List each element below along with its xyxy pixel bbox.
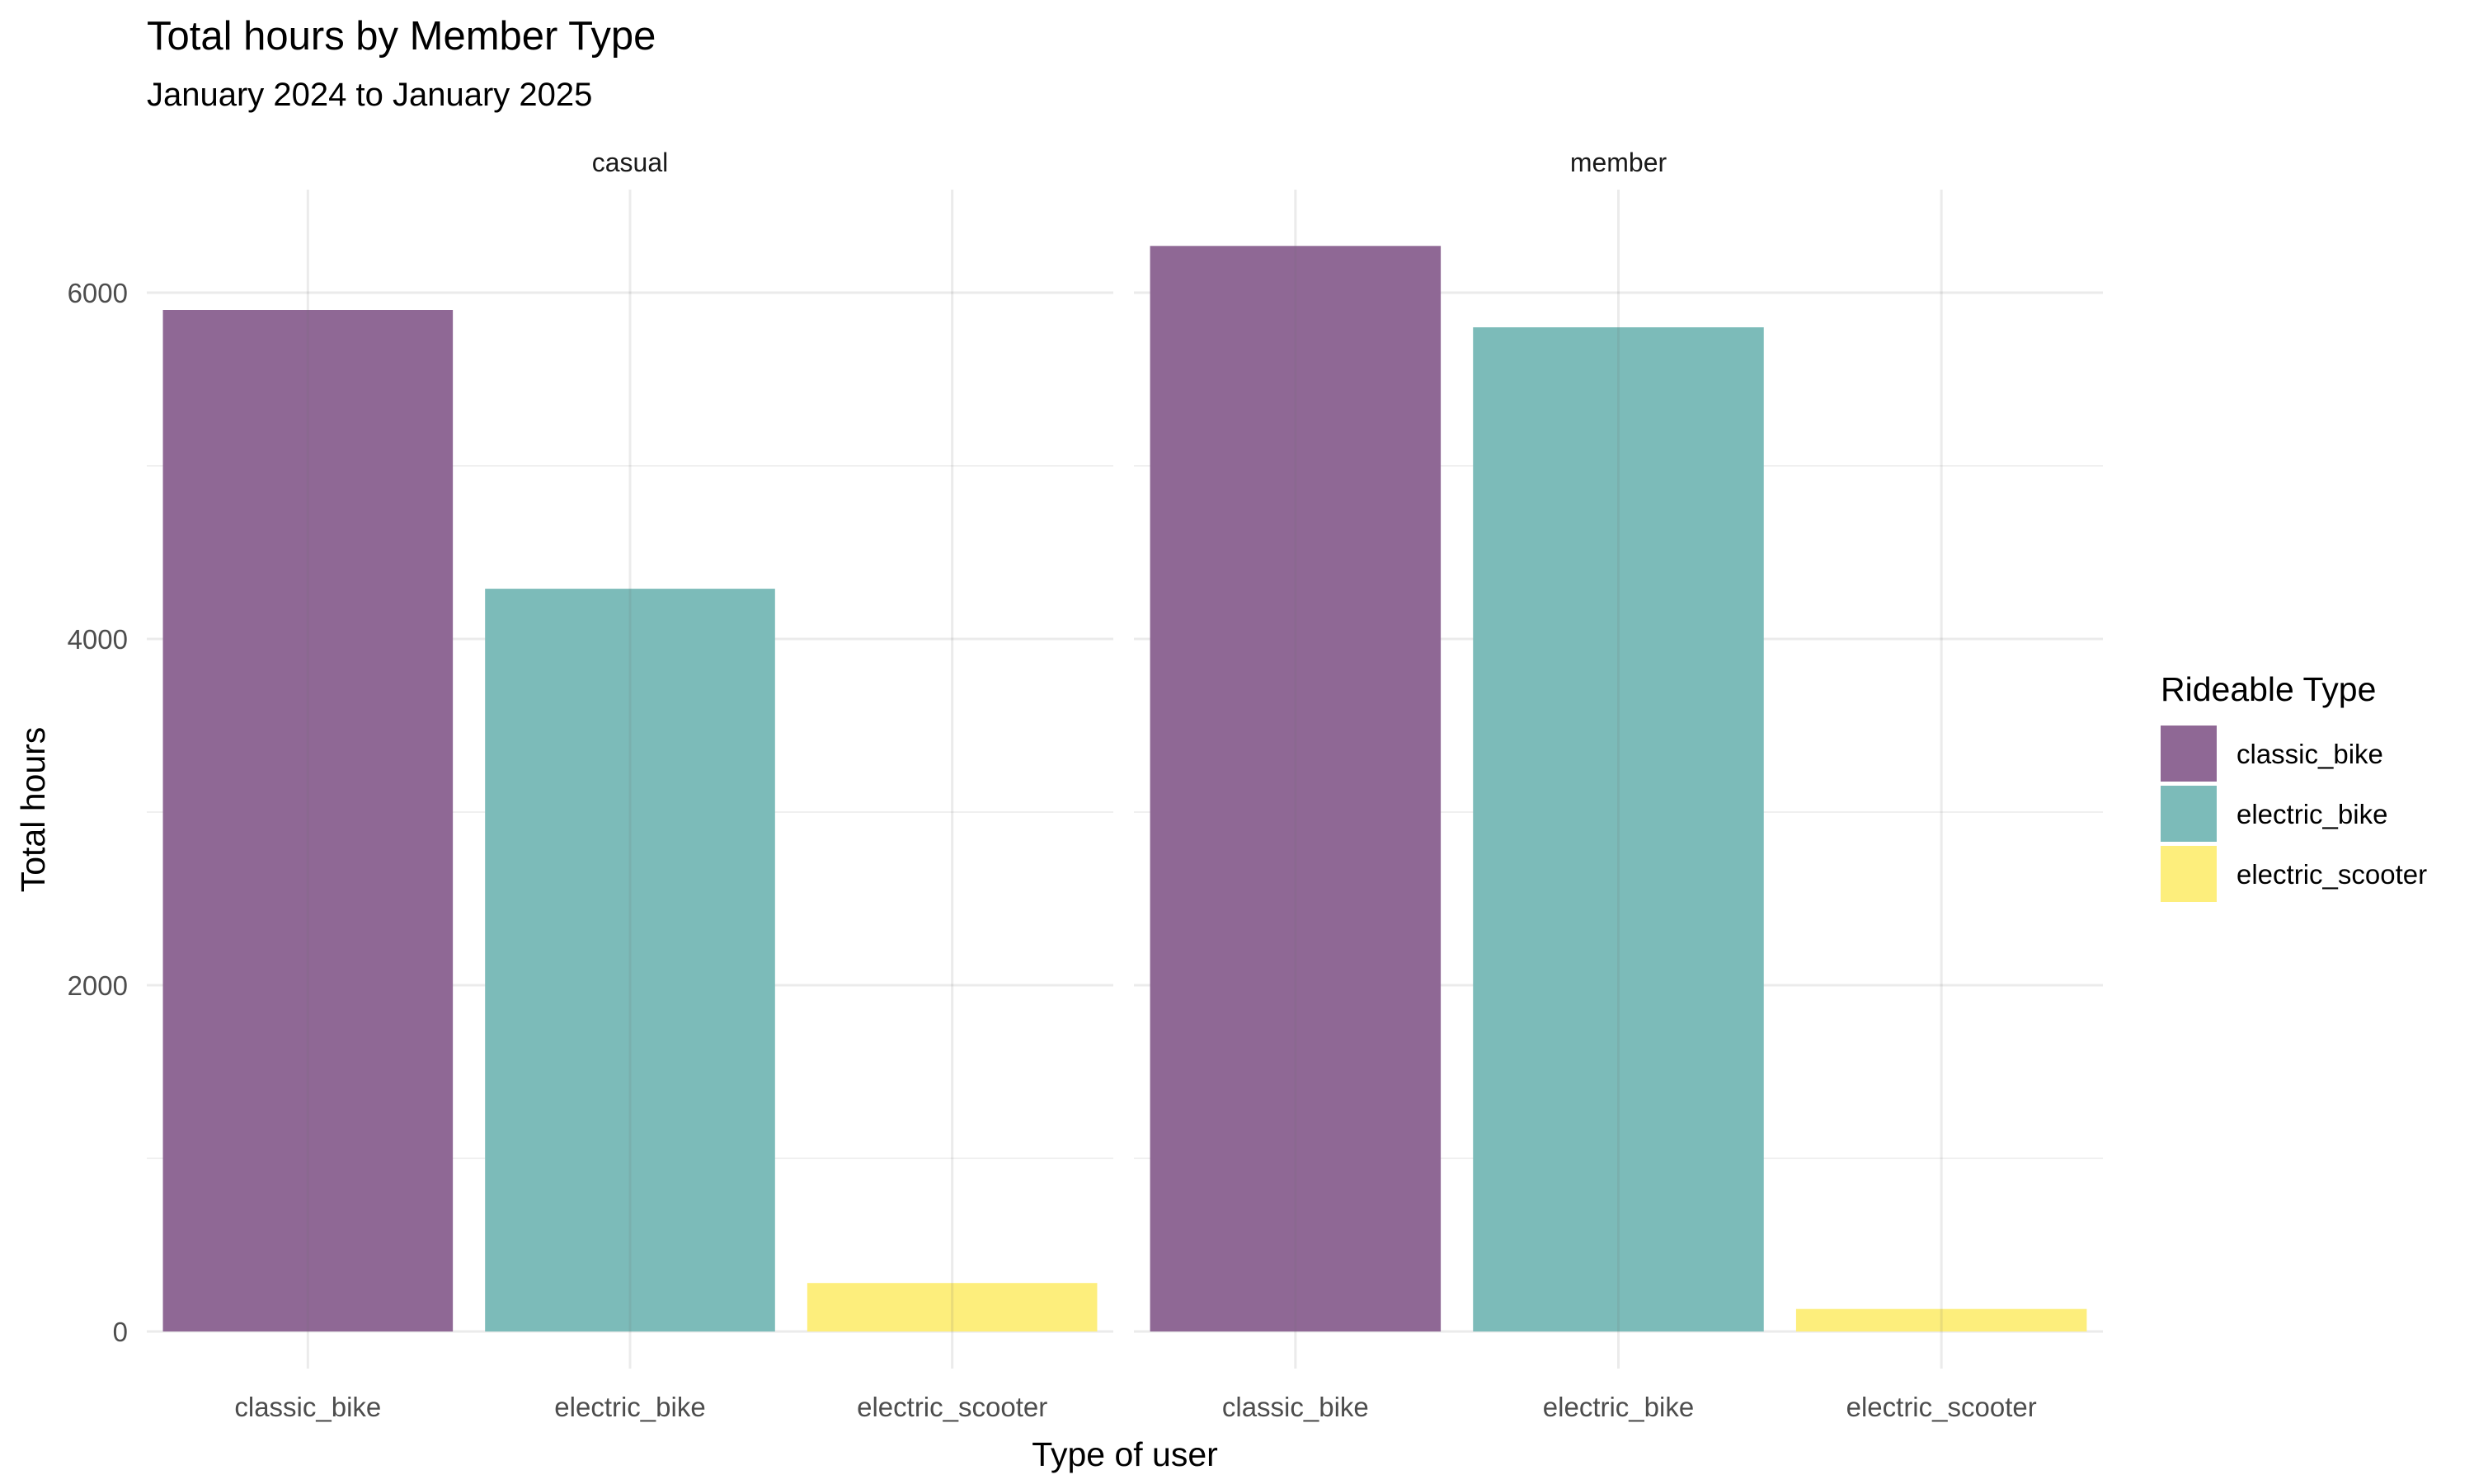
bar-member-electric-scooter xyxy=(1795,1308,2087,1331)
legend-title: Rideable Type xyxy=(2161,670,2376,708)
bar-member-classic-bike xyxy=(1150,246,1442,1331)
bar-casual-electric-scooter xyxy=(807,1283,1098,1331)
chart-title: Total hours by Member Type xyxy=(147,14,656,59)
bar-casual-classic-bike xyxy=(162,310,454,1331)
legend-swatch-electric-bike xyxy=(2161,786,2217,842)
bar-casual-electric-bike xyxy=(485,589,775,1331)
x-tick-label-casual-electric-bike: electric_bike xyxy=(554,1392,705,1422)
facet-panel-member: member classic_bike electric_bike electric_… xyxy=(1134,148,2103,1422)
facet-panel-casual: casual classic_bike electric_bike electric_… xyxy=(147,148,1113,1422)
legend-swatch-classic-bike xyxy=(2161,726,2217,782)
facet-panels: casual classic_bike electric_bike electric_… xyxy=(68,148,2103,1422)
bar-member-electric-bike xyxy=(1473,327,1764,1331)
legend-label-electric-bike: electric_bike xyxy=(2236,799,2387,829)
legend-swatch-electric-scooter xyxy=(2161,846,2217,902)
facet-label-casual: casual xyxy=(592,148,669,177)
x-tick-label-member-classic-bike: classic_bike xyxy=(1222,1392,1369,1422)
y-tick-label: 0 xyxy=(113,1317,128,1347)
x-tick-label-casual-classic-bike: classic_bike xyxy=(234,1392,381,1422)
legend-label-electric-scooter: electric_scooter xyxy=(2236,859,2427,890)
legend: Rideable Type classic_bike electric_bikee… xyxy=(2161,670,2427,902)
x-tick-label-casual-electric-scooter: electric_scooter xyxy=(857,1392,1047,1422)
facet-label-member: member xyxy=(1570,148,1667,177)
legend-items: classic_bike electric_bike electric_scoote… xyxy=(2161,726,2427,902)
y-axis-title: Total hours xyxy=(14,727,52,893)
x-tick-label-member-electric-bike: electric_bike xyxy=(1543,1392,1694,1422)
x-axis-title: Type of user xyxy=(1032,1435,1218,1473)
legend-label-classic-bike: classic_bike xyxy=(2236,739,2383,769)
y-tick-label: 6000 xyxy=(68,278,128,308)
chart-subtitle: January 2024 to January 2025 xyxy=(147,77,592,113)
y-tick-label: 4000 xyxy=(68,624,128,655)
y-tick-label: 2000 xyxy=(68,970,128,1001)
x-tick-label-member-electric-scooter: electric_scooter xyxy=(1846,1392,2037,1422)
